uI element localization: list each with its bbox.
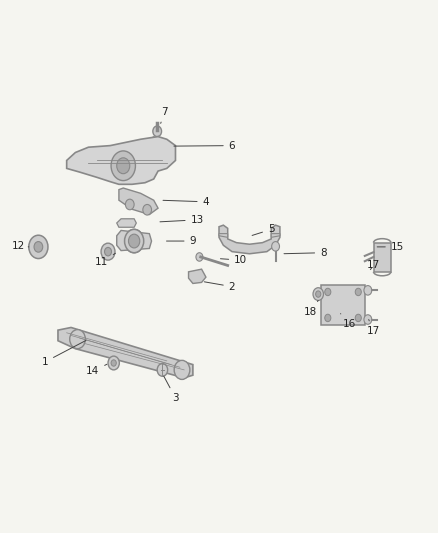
Circle shape — [101, 243, 115, 260]
Text: 14: 14 — [86, 364, 107, 376]
Circle shape — [316, 291, 321, 297]
Text: 17: 17 — [367, 261, 380, 270]
Polygon shape — [321, 285, 365, 325]
Polygon shape — [117, 219, 136, 227]
Text: 5: 5 — [252, 224, 275, 236]
Circle shape — [196, 253, 203, 261]
Circle shape — [272, 241, 279, 251]
Text: 18: 18 — [304, 301, 318, 317]
Text: 3: 3 — [164, 376, 179, 403]
Text: 10: 10 — [220, 255, 247, 265]
Text: 15: 15 — [377, 242, 404, 252]
Circle shape — [111, 151, 135, 181]
Circle shape — [128, 234, 140, 248]
Text: 4: 4 — [163, 197, 209, 207]
Circle shape — [174, 360, 190, 379]
Circle shape — [34, 241, 43, 252]
Circle shape — [313, 288, 323, 301]
Text: 2: 2 — [204, 281, 235, 292]
Circle shape — [124, 229, 144, 253]
Text: 11: 11 — [95, 253, 116, 267]
Polygon shape — [374, 243, 391, 272]
Circle shape — [117, 158, 130, 174]
Circle shape — [105, 247, 112, 256]
Polygon shape — [219, 225, 280, 254]
Text: 16: 16 — [340, 313, 356, 329]
Text: 7: 7 — [161, 107, 168, 123]
Polygon shape — [58, 327, 193, 378]
Circle shape — [128, 234, 140, 248]
Circle shape — [325, 314, 331, 321]
Polygon shape — [271, 233, 280, 237]
Polygon shape — [219, 233, 228, 237]
Text: 6: 6 — [174, 141, 235, 151]
Circle shape — [108, 356, 119, 370]
Circle shape — [143, 205, 152, 215]
Polygon shape — [67, 136, 176, 184]
Circle shape — [70, 329, 85, 349]
Text: 13: 13 — [160, 215, 204, 225]
Circle shape — [364, 286, 372, 295]
Polygon shape — [119, 188, 158, 215]
Circle shape — [148, 139, 160, 154]
Polygon shape — [117, 230, 152, 251]
Circle shape — [355, 314, 361, 321]
Text: 8: 8 — [284, 248, 327, 258]
Text: 12: 12 — [12, 241, 29, 252]
Circle shape — [153, 126, 162, 136]
Text: 9: 9 — [166, 236, 196, 246]
Polygon shape — [188, 269, 206, 284]
Circle shape — [355, 288, 361, 296]
Circle shape — [325, 288, 331, 296]
Circle shape — [364, 315, 372, 324]
Circle shape — [125, 199, 134, 210]
Circle shape — [29, 235, 48, 259]
Circle shape — [157, 364, 168, 376]
Circle shape — [111, 360, 116, 366]
Circle shape — [124, 229, 144, 253]
Text: 1: 1 — [42, 341, 86, 367]
Text: 17: 17 — [367, 319, 380, 336]
